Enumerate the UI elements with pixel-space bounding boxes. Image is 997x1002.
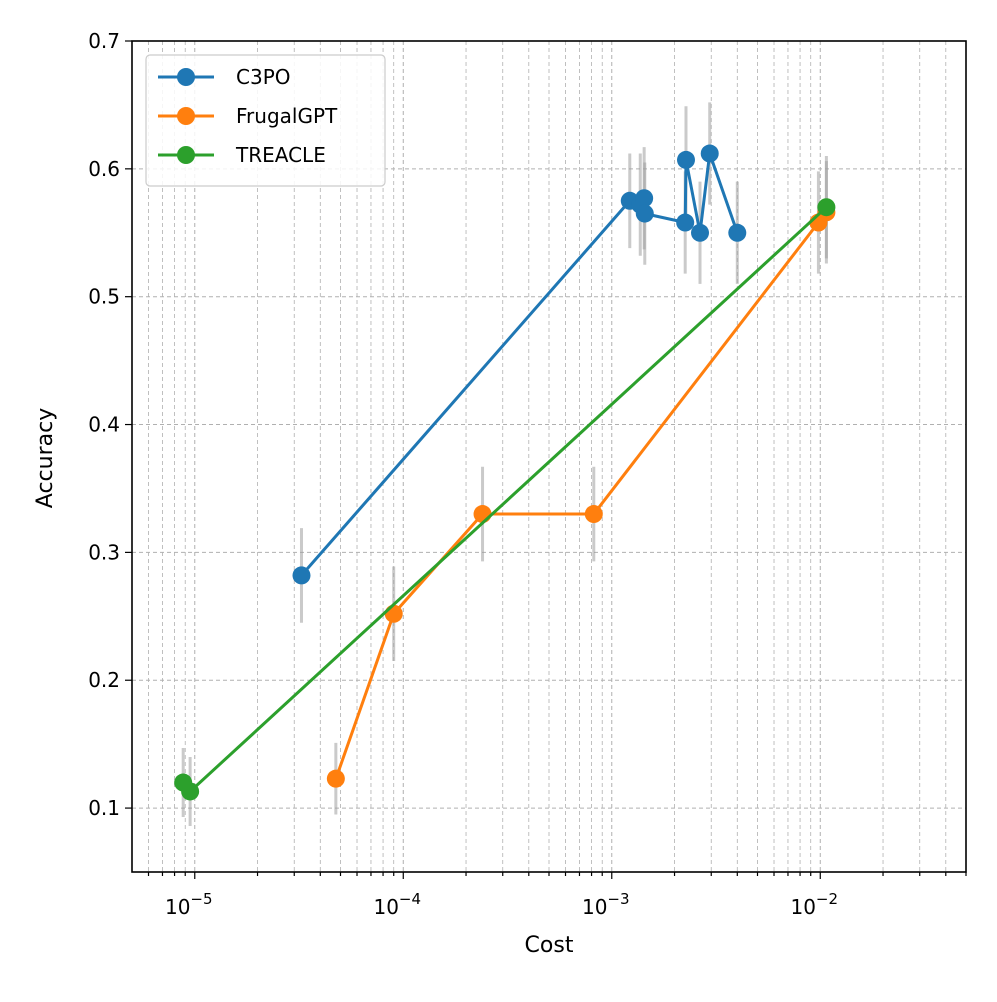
x-tick-label: 10−3 [582, 890, 630, 919]
legend-marker-treacle [177, 146, 195, 164]
data-point-c3po [292, 566, 311, 585]
data-point-c3po [635, 189, 654, 208]
legend-label-treacle: TREACLE [235, 143, 326, 167]
x-tick-label: 10−2 [790, 890, 838, 919]
legend-label-c3po: C3PO [236, 65, 291, 89]
data-point-c3po [676, 150, 695, 169]
data-point-c3po [691, 223, 710, 242]
y-tick-label: 0.6 [88, 157, 120, 181]
series-line-frugalgpt [334, 211, 828, 780]
data-point-c3po [676, 213, 695, 232]
y-tick-label: 0.4 [88, 413, 120, 437]
series-line-c3po [300, 152, 739, 577]
y-tick-label: 0.2 [88, 668, 120, 692]
series-layer [174, 144, 836, 801]
data-point-c3po [728, 223, 747, 242]
data-point-frugalgpt [384, 604, 403, 623]
y-tick-label: 0.5 [88, 285, 120, 309]
legend: C3PO FrugalGPT TREACLE [145, 54, 386, 187]
data-point-frugalgpt [326, 769, 345, 788]
data-point-treacle [181, 782, 200, 801]
legend-box [145, 54, 386, 187]
y-axis-label: Accuracy [33, 408, 58, 508]
legend-label-frugalgpt: FrugalGPT [236, 104, 338, 128]
y-tick-label: 0.3 [88, 540, 120, 564]
tick-layer: 0.1 0.2 0.3 0.4 0.5 0.6 0.7 10−5 10−4 10−3 10−2 [88, 29, 967, 919]
data-point-treacle [817, 198, 836, 217]
x-axis-label: Cost [525, 933, 574, 958]
x-tick-label: 10−4 [373, 890, 421, 919]
data-point-c3po [635, 204, 654, 223]
x-tick-label: 10−5 [165, 890, 213, 919]
legend-marker-frugalgpt [177, 107, 195, 125]
data-point-c3po [700, 144, 719, 163]
legend-marker-c3po [177, 68, 195, 86]
series-line-treacle [182, 206, 828, 793]
grid-layer [132, 41, 967, 872]
y-tick-label: 0.1 [88, 796, 120, 820]
data-point-frugalgpt [584, 505, 603, 524]
data-point-frugalgpt [473, 505, 492, 524]
y-tick-label: 0.7 [88, 29, 120, 53]
